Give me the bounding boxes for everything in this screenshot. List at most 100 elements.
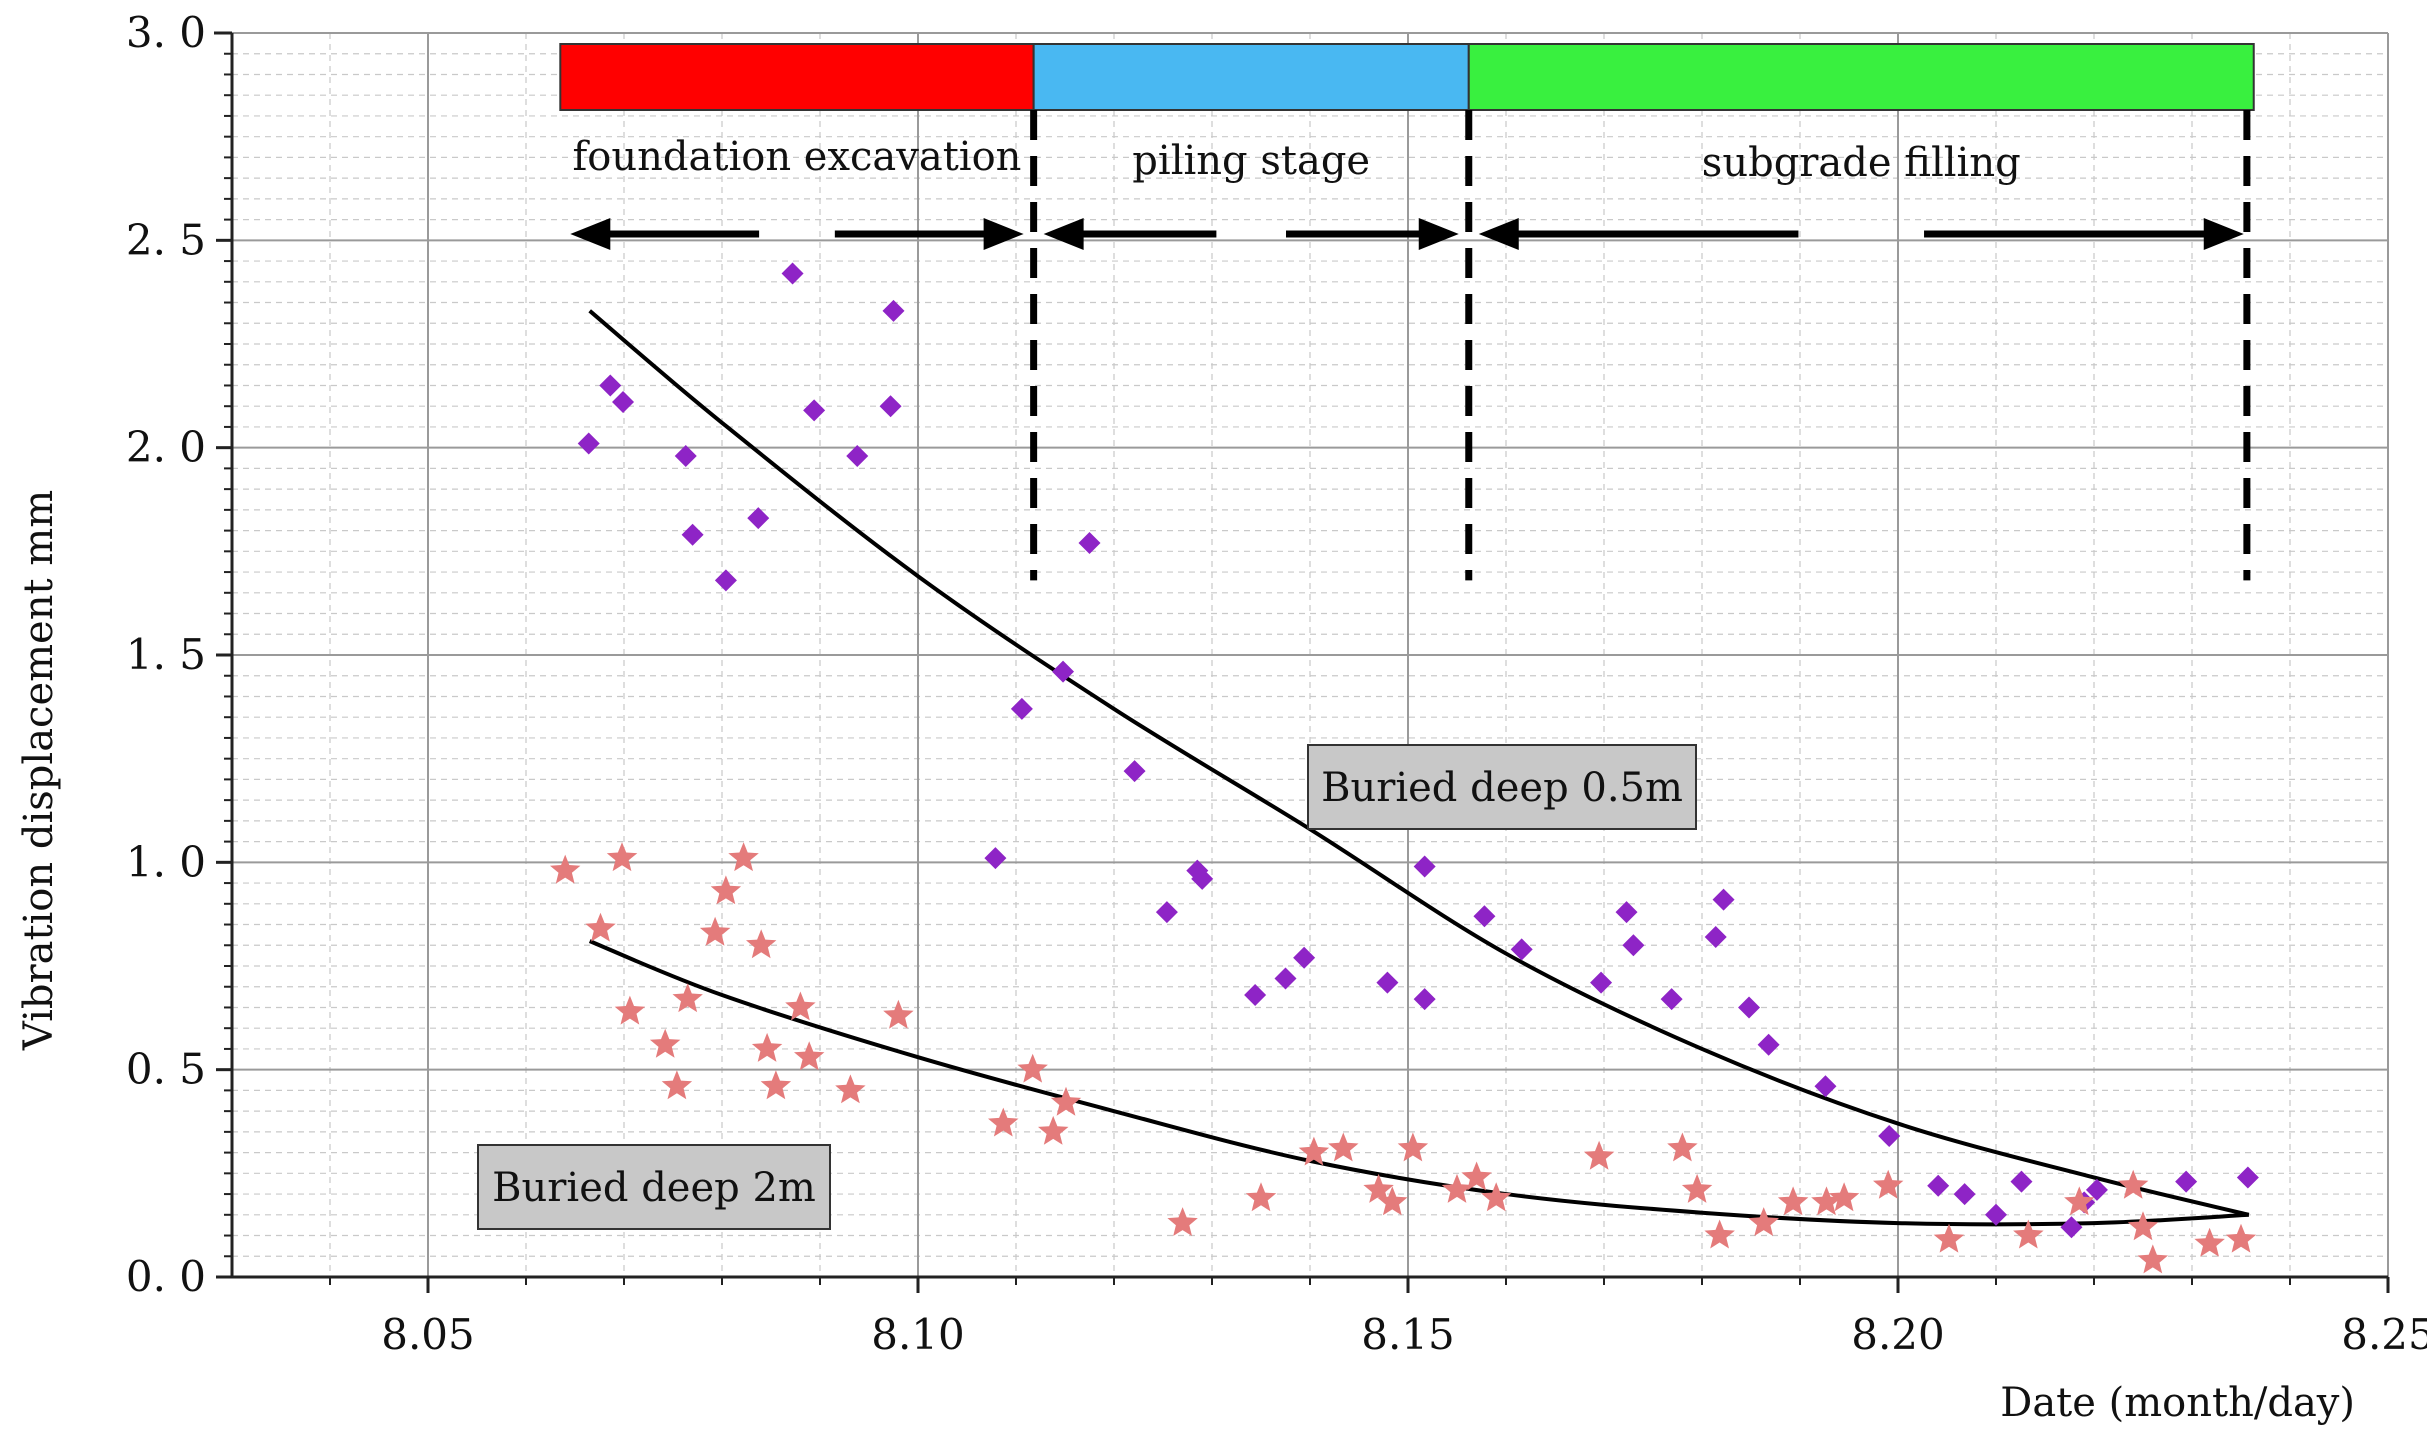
- diamond-point: [1274, 967, 1297, 990]
- diamond-point: [1155, 901, 1178, 924]
- stage-label: piling stage: [1132, 138, 1370, 184]
- stage-bar: [1032, 43, 1470, 111]
- star-point: [794, 1041, 825, 1071]
- star-point: [672, 983, 703, 1013]
- diamond-point: [1660, 988, 1683, 1011]
- star-point: [661, 1070, 693, 1100]
- x-tick-label: 8.10: [871, 1310, 965, 1359]
- series-annotations: Buried deep 0.5m Buried deep 2m: [477, 744, 1697, 1230]
- star-point: [2194, 1227, 2225, 1257]
- diamond-point: [674, 444, 697, 467]
- star-point: [1245, 1182, 1277, 1212]
- diamond-point: [2236, 1166, 2259, 1189]
- star-point: [1667, 1132, 1698, 1162]
- diamond-point: [1615, 901, 1638, 924]
- diamond-point: [846, 444, 869, 467]
- stage-arrow-right-head: [1418, 218, 1459, 250]
- diamond-point: [984, 847, 1007, 870]
- diamond-point: [681, 523, 704, 546]
- diamond-point: [1052, 660, 1075, 683]
- diamond-point: [781, 262, 804, 285]
- star-point: [2137, 1244, 2168, 1274]
- diamond-point: [599, 374, 622, 397]
- star-point: [1704, 1219, 1735, 1249]
- diamond-point: [1712, 888, 1735, 911]
- star-point: [883, 999, 914, 1029]
- y-tick-label: 1. 5: [126, 630, 206, 679]
- star-point: [760, 1070, 792, 1100]
- x-tick-label: 8.20: [1851, 1310, 1945, 1359]
- star-point: [1328, 1132, 1359, 1162]
- star-point: [785, 991, 816, 1021]
- fit-curve: [588, 309, 2250, 1217]
- star-point: [649, 1028, 681, 1058]
- star-point: [614, 995, 646, 1025]
- star-point: [2225, 1223, 2257, 1253]
- diamond-point: [1953, 1183, 1976, 1206]
- diamond-point: [1927, 1174, 1950, 1197]
- star-point: [1828, 1182, 1860, 1212]
- diamond-point: [1123, 760, 1146, 783]
- star-point: [1167, 1207, 1198, 1236]
- diamond-point: [1293, 946, 1316, 969]
- diamond-point: [1191, 867, 1214, 890]
- star-point: [728, 842, 759, 872]
- construction-stages: foundation excavation piling stage subgrad…: [559, 43, 2255, 581]
- star-point: [699, 916, 731, 946]
- diamond-point: [1078, 532, 1101, 555]
- star-point: [2013, 1219, 2044, 1249]
- stage-arrow-right-head: [2203, 218, 2244, 250]
- star-point: [1363, 1173, 1394, 1203]
- star-point: [1050, 1086, 1082, 1116]
- star-point: [1583, 1140, 1615, 1170]
- y-tick-label: 3. 0: [126, 8, 206, 57]
- stage-bar: [559, 43, 1035, 111]
- x-axis-title: Date (month/day): [2000, 1380, 2355, 1426]
- y-tick-label: 1. 0: [126, 837, 206, 886]
- diamond-point: [1413, 988, 1436, 1011]
- diamond-point: [1244, 984, 1267, 1007]
- star-point: [1481, 1182, 1512, 1212]
- stage-arrow-left-head: [1043, 218, 1084, 250]
- star-point: [1441, 1173, 1473, 1203]
- star-point: [2127, 1211, 2159, 1241]
- y-tick-label: 0. 0: [126, 1252, 206, 1301]
- diamond-point: [2010, 1170, 2033, 1193]
- stage-arrow-left-head: [570, 218, 611, 250]
- diamond-point: [1473, 905, 1496, 928]
- diamond-point: [747, 507, 770, 530]
- diamond-point: [1738, 996, 1761, 1019]
- star-point: [550, 854, 581, 884]
- star-point: [1811, 1186, 1842, 1216]
- stage-arrow-right-head: [983, 218, 1024, 250]
- star-point: [1681, 1173, 1713, 1203]
- data-markers: [550, 262, 2259, 1274]
- diamond-point: [1413, 855, 1436, 878]
- axes: Date (month/day) Vibration displacement …: [16, 8, 2427, 1426]
- star-point: [1873, 1169, 1904, 1199]
- star-point: [1461, 1161, 1492, 1191]
- diamond-point: [803, 399, 826, 422]
- annotation-label: Buried deep 0.5m: [1321, 765, 1683, 811]
- diamond-point: [882, 299, 905, 322]
- star-point: [835, 1074, 866, 1104]
- diamond-point: [2060, 1216, 2083, 1239]
- diamond-point: [1376, 971, 1399, 994]
- fit-curves: [588, 309, 2250, 1227]
- star-point: [1777, 1186, 1809, 1216]
- y-axis-title: Vibration displacement mm: [16, 490, 62, 1051]
- star-point: [2064, 1186, 2095, 1216]
- diamond-point: [1985, 1203, 2007, 1226]
- x-tick-label: 8.05: [381, 1310, 475, 1359]
- star-point: [1038, 1115, 1069, 1145]
- diamond-point: [1757, 1033, 1780, 1056]
- y-tick-label: 0. 5: [126, 1045, 206, 1094]
- diamond-point: [2175, 1170, 2198, 1193]
- diamond-point: [1010, 697, 1033, 720]
- stage-label: foundation excavation: [573, 134, 1022, 180]
- stage-bar: [1467, 43, 2255, 111]
- star-point: [1017, 1053, 1048, 1083]
- diamond-point: [879, 395, 902, 418]
- star-point: [751, 1032, 783, 1062]
- x-tick-label: 8.15: [1361, 1310, 1455, 1359]
